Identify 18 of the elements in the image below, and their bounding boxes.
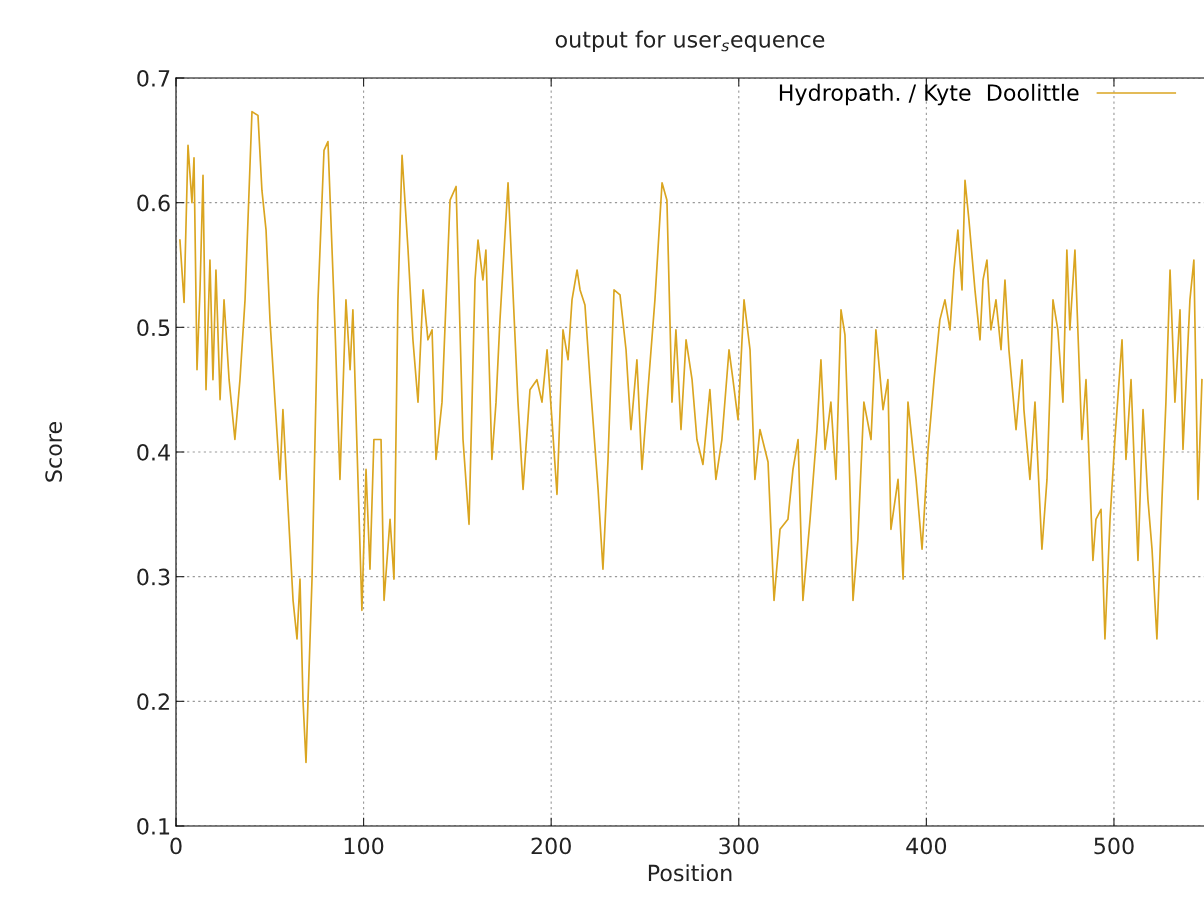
x-tick-label: 0: [170, 837, 182, 855]
y-tick-label: 0.1: [137, 817, 170, 835]
y-axis-title: Score: [45, 422, 63, 482]
y-tick-label: 0.3: [137, 568, 170, 586]
x-tick-label: 100: [344, 837, 384, 855]
y-tick-label: 0.5: [137, 319, 170, 337]
chart-title: output for user$_{s}$equence: [555, 30, 825, 53]
x-tick-label: 400: [906, 837, 947, 855]
x-axis-title: Position: [648, 864, 732, 882]
x-tick-label: 200: [531, 837, 571, 855]
y-tick-label: 0.7: [137, 69, 170, 87]
text: Hydropath. / Kyte Doolittle: [779, 83, 1079, 106]
line-series: [179, 110, 1203, 764]
y-tick-label: 0.4: [137, 443, 170, 461]
y-tick-label: 0.6: [137, 194, 170, 212]
x-tick-label: 300: [719, 837, 759, 855]
x-tick-label: 500: [1094, 837, 1134, 855]
y-tick-label: 0.2: [137, 693, 169, 711]
